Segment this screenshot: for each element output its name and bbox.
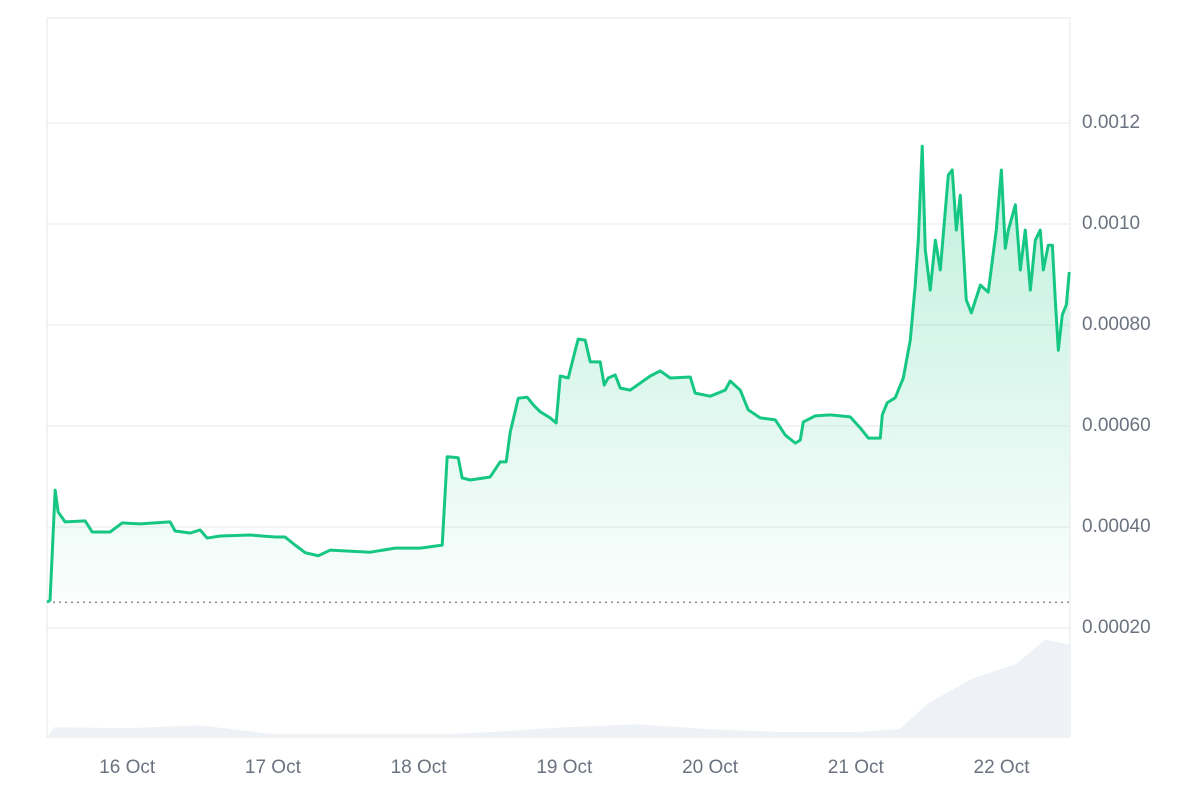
y-tick-label: 0.0012	[1082, 112, 1140, 133]
y-tick-label: 0.0010	[1082, 213, 1140, 234]
price-area	[47, 146, 1070, 603]
price-line	[46, 144, 1071, 604]
x-tick-label: 22 Oct	[974, 757, 1031, 778]
x-tick-label: 18 Oct	[391, 757, 448, 778]
y-tick-label: 0.00080	[1082, 314, 1151, 335]
x-tick-label: 21 Oct	[828, 757, 885, 778]
x-tick-label: 20 Oct	[682, 757, 739, 778]
x-tick-label: 19 Oct	[536, 757, 593, 778]
y-tick-label: 0.00040	[1082, 516, 1151, 537]
y-tick-label: 0.00060	[1082, 415, 1151, 436]
x-tick-label: 16 Oct	[99, 757, 156, 778]
x-tick-label: 17 Oct	[245, 757, 302, 778]
volume-area	[47, 639, 1070, 737]
y-tick-label: 0.00020	[1082, 617, 1151, 638]
